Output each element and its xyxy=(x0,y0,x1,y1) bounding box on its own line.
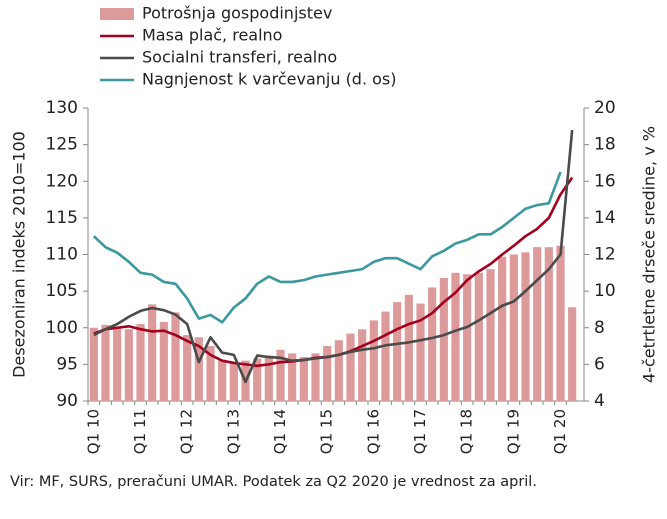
bar xyxy=(171,312,180,401)
y2-tick-label: 16 xyxy=(594,171,616,191)
bar xyxy=(369,320,378,401)
y-tick-label: 95 xyxy=(56,354,78,374)
legend-label: Masa plač, realno xyxy=(142,26,282,45)
bar xyxy=(299,357,308,401)
bar xyxy=(276,349,285,401)
legend-swatch xyxy=(100,8,134,20)
x-tick-label: Q1 20 xyxy=(551,409,569,454)
x-tick-label: Q1 17 xyxy=(411,409,429,454)
bar xyxy=(218,360,227,401)
bar xyxy=(124,329,133,401)
x-tick-label: Q1 15 xyxy=(318,409,336,454)
bar xyxy=(89,327,98,401)
bar xyxy=(148,304,157,401)
bar xyxy=(428,287,437,401)
bar xyxy=(498,256,507,401)
y-tick-label: 110 xyxy=(46,245,78,265)
bar xyxy=(486,269,495,401)
bar xyxy=(113,327,122,401)
bar xyxy=(206,346,215,401)
bar xyxy=(253,358,262,401)
bar xyxy=(323,346,332,401)
y-tick-label: 125 xyxy=(46,135,78,155)
y2-tick-label: 4 xyxy=(594,391,605,411)
bar xyxy=(194,337,203,401)
x-tick-label: Q1 18 xyxy=(458,409,476,454)
bar xyxy=(544,247,553,401)
bar xyxy=(463,274,472,401)
bar xyxy=(556,245,565,401)
legend-label: Nagnjenost k varčevanju (d. os) xyxy=(142,70,397,89)
y2-tick-label: 6 xyxy=(594,354,605,374)
x-tick-label: Q1 16 xyxy=(364,409,382,454)
bar xyxy=(136,324,145,401)
y2-tick-label: 12 xyxy=(594,245,616,265)
y2-tick-label: 14 xyxy=(594,208,616,228)
y2-tick-label: 18 xyxy=(594,135,616,155)
y-tick-label: 120 xyxy=(46,171,78,191)
bar xyxy=(509,254,518,401)
x-tick-label: Q1 11 xyxy=(131,409,149,454)
legend-label: Socialni transferi, realno xyxy=(142,48,337,67)
bar xyxy=(346,333,355,401)
bar xyxy=(229,362,238,401)
legend-label: Potrošnja gospodinjstev xyxy=(142,4,332,23)
bar xyxy=(393,302,402,401)
y2-tick-label: 20 xyxy=(594,98,616,118)
bar xyxy=(521,252,530,401)
y-tick-label: 115 xyxy=(46,208,78,228)
bar xyxy=(311,353,320,401)
bar xyxy=(533,247,542,401)
x-tick-label: Q1 19 xyxy=(504,409,522,454)
y-tick-label: 100 xyxy=(46,318,78,338)
bar xyxy=(358,329,367,401)
x-tick-label: Q1 10 xyxy=(84,409,102,454)
y2-tick-label: 8 xyxy=(594,318,605,338)
x-tick-label: Q1 12 xyxy=(178,409,196,454)
y2-axis-title: 4-četrtletne drseče sredine, v % xyxy=(640,126,659,383)
y-tick-label: 90 xyxy=(56,391,78,411)
x-tick-label: Q1 13 xyxy=(224,409,242,454)
bar xyxy=(568,307,577,401)
source-note: Vir: MF, SURS, preračuni UMAR. Podatek z… xyxy=(10,474,537,490)
bar xyxy=(288,353,297,401)
bar xyxy=(183,335,192,401)
bar xyxy=(334,340,343,401)
x-tick-label: Q1 14 xyxy=(271,409,289,454)
bar xyxy=(101,324,110,401)
y-tick-label: 105 xyxy=(46,281,78,301)
bar xyxy=(474,272,483,401)
bar xyxy=(159,321,168,401)
bar xyxy=(416,303,425,401)
bar xyxy=(439,277,448,401)
line xyxy=(93,129,574,384)
y-tick-label: 130 xyxy=(46,98,78,118)
bar xyxy=(264,355,273,401)
bar xyxy=(381,311,390,401)
bar xyxy=(404,294,413,401)
y-axis-title: Desezoniran indeks 2010=100 xyxy=(10,131,29,378)
bar xyxy=(451,272,460,401)
y2-tick-label: 10 xyxy=(594,281,616,301)
line xyxy=(92,171,562,324)
chart: 90 95 100 105 110 115 120 125 130 4 6 8 10 12 14 16 18 20… xyxy=(10,4,659,455)
